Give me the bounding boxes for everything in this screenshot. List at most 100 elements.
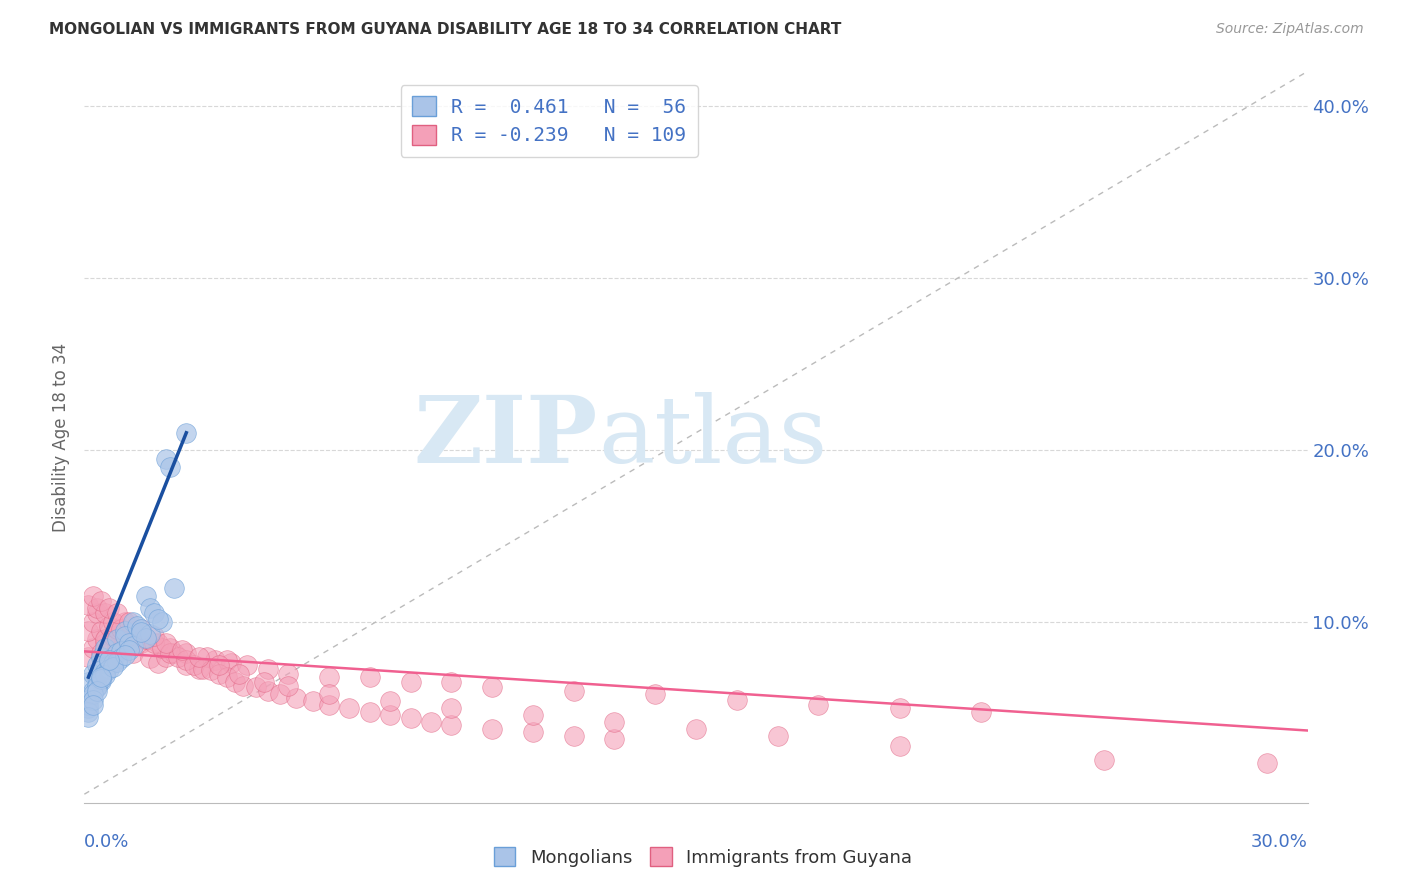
Point: [131, 636, 153, 650]
Point: [138, 627, 160, 641]
Point: [86, 601, 108, 615]
Point: [82, 640, 104, 655]
Text: atlas: atlas: [598, 392, 827, 482]
Point: [228, 666, 250, 681]
Point: [127, 629, 149, 643]
Point: [90, 672, 112, 686]
Point: [82, 615, 104, 629]
Point: [90, 624, 112, 638]
Point: [1092, 753, 1115, 767]
Point: [93, 636, 115, 650]
Point: [174, 425, 197, 440]
Point: [110, 644, 132, 658]
Point: [90, 663, 112, 677]
Point: [204, 653, 226, 667]
Point: [146, 657, 169, 671]
Point: [301, 694, 323, 708]
Point: [725, 692, 748, 706]
Point: [603, 714, 626, 729]
Point: [318, 687, 340, 701]
Point: [101, 660, 124, 674]
Point: [138, 651, 160, 665]
Y-axis label: Disability Age 18 to 34: Disability Age 18 to 34: [52, 343, 70, 532]
Point: [236, 658, 259, 673]
Point: [90, 594, 112, 608]
Point: [277, 679, 299, 693]
Point: [93, 668, 115, 682]
Point: [195, 649, 218, 664]
Point: [191, 662, 214, 676]
Point: [318, 670, 340, 684]
Point: [269, 687, 291, 701]
Point: [232, 679, 254, 693]
Point: [131, 625, 153, 640]
Point: [131, 622, 153, 636]
Point: [86, 658, 108, 673]
Point: [644, 687, 666, 701]
Point: [86, 681, 108, 695]
Point: [77, 698, 100, 712]
Point: [603, 732, 626, 747]
Point: [122, 615, 145, 629]
Point: [114, 629, 136, 643]
Point: [101, 649, 124, 664]
Point: [807, 698, 830, 712]
Point: [155, 451, 177, 466]
Point: [110, 622, 132, 636]
Point: [97, 658, 120, 673]
Point: [105, 640, 128, 655]
Point: [101, 629, 124, 643]
Point: [101, 615, 124, 629]
Point: [163, 581, 186, 595]
Point: [97, 658, 120, 673]
Point: [481, 681, 503, 695]
Point: [440, 675, 463, 690]
Point: [101, 657, 124, 671]
Point: [122, 639, 145, 653]
Point: [174, 646, 197, 660]
Point: [481, 722, 503, 736]
Text: 0.0%: 0.0%: [84, 833, 129, 851]
Legend: Mongolians, Immigrants from Guyana: Mongolians, Immigrants from Guyana: [486, 840, 920, 874]
Point: [118, 629, 141, 643]
Point: [86, 684, 108, 698]
Point: [77, 710, 100, 724]
Text: ZIP: ZIP: [413, 392, 598, 482]
Point: [90, 646, 112, 660]
Point: [174, 653, 197, 667]
Point: [135, 631, 157, 645]
Text: 30.0%: 30.0%: [1251, 833, 1308, 851]
Point: [138, 601, 160, 615]
Point: [97, 601, 120, 615]
Point: [159, 640, 181, 655]
Point: [142, 607, 165, 621]
Point: [77, 692, 100, 706]
Point: [380, 708, 402, 723]
Point: [208, 666, 231, 681]
Point: [766, 729, 789, 743]
Point: [150, 640, 173, 655]
Point: [359, 670, 381, 684]
Point: [114, 615, 136, 629]
Text: Source: ZipAtlas.com: Source: ZipAtlas.com: [1216, 22, 1364, 37]
Point: [93, 665, 115, 679]
Point: [77, 705, 100, 719]
Point: [257, 684, 280, 698]
Point: [224, 675, 246, 690]
Point: [522, 708, 544, 723]
Point: [970, 705, 993, 719]
Point: [118, 642, 141, 657]
Point: [685, 722, 707, 736]
Point: [142, 629, 165, 643]
Point: [122, 624, 145, 638]
Point: [253, 675, 276, 690]
Point: [82, 692, 104, 706]
Point: [97, 662, 120, 676]
Point: [562, 684, 585, 698]
Point: [90, 649, 112, 664]
Point: [1256, 756, 1278, 771]
Point: [146, 636, 169, 650]
Point: [889, 701, 911, 715]
Point: [105, 655, 128, 669]
Point: [127, 618, 149, 632]
